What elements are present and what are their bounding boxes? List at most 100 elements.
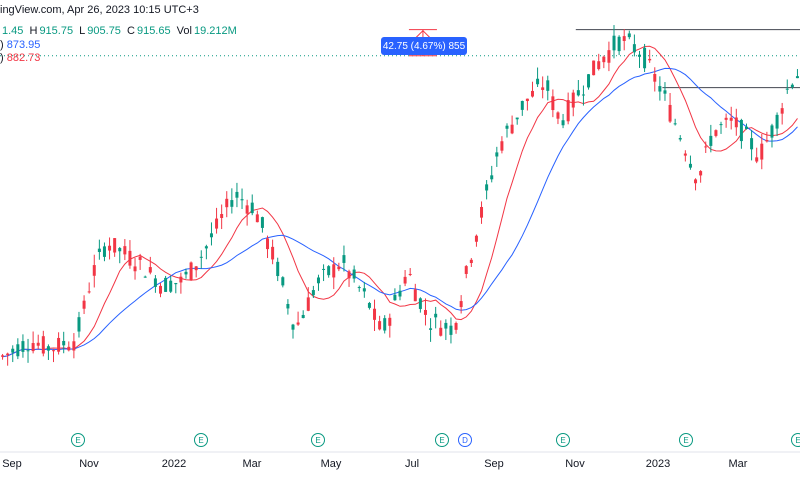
candle: [592, 60, 596, 76]
candle: [694, 178, 698, 191]
candle: [378, 315, 382, 331]
candle: [362, 281, 366, 298]
candle-body: [495, 152, 499, 157]
candle-body: [602, 56, 606, 63]
candle-body: [82, 300, 86, 309]
x-tick-label: 2022: [162, 458, 186, 470]
candle-body: [337, 266, 341, 270]
candle: [520, 100, 524, 116]
candle: [643, 43, 647, 73]
candle-body: [31, 343, 35, 352]
x-tick-label: Nov: [565, 458, 585, 470]
close-label: C: [127, 25, 135, 37]
candle-body: [704, 146, 708, 148]
time-axis: Sep Nov 2022 Mar May Jul Sep Nov 2023 Mar: [2, 458, 748, 470]
candle-body: [439, 327, 443, 336]
candle-body: [235, 191, 239, 198]
x-tick-label: Sep: [484, 458, 504, 470]
candle-body: [128, 250, 132, 266]
candle: [97, 239, 101, 260]
candle: [663, 82, 667, 101]
candle: [775, 112, 779, 137]
candle: [454, 321, 458, 334]
earnings-marker[interactable]: E: [791, 433, 800, 447]
candle: [164, 275, 168, 292]
candle: [688, 155, 692, 170]
candle-body: [530, 90, 534, 97]
candle: [118, 246, 122, 264]
ma-blue-readout[interactable]: ) 873.95: [0, 39, 40, 51]
candle-body: [597, 61, 601, 70]
candle-body: [760, 143, 764, 160]
x-tick-label: Sep: [2, 458, 22, 470]
earnings-marker[interactable]: E: [71, 433, 85, 447]
candle: [551, 89, 555, 118]
candle: [102, 242, 106, 262]
candle-body: [352, 269, 356, 279]
candle: [46, 344, 50, 360]
dividend-marker[interactable]: D: [458, 433, 472, 447]
candle-body: [429, 328, 433, 330]
candle-body: [434, 313, 438, 318]
candle: [474, 234, 478, 247]
high-label: H: [29, 25, 38, 37]
candle-body: [423, 309, 427, 315]
candle-body: [464, 266, 468, 274]
earnings-marker[interactable]: E: [556, 433, 570, 447]
candle: [169, 275, 173, 294]
candle-body: [688, 163, 692, 168]
candle: [765, 131, 769, 143]
ma-red-readout[interactable]: ) 882.73: [0, 52, 40, 64]
measure-label[interactable]: 42.75 (4.67%) 855: [381, 37, 467, 55]
candle: [153, 275, 157, 293]
candle-body: [785, 88, 789, 90]
candle-body: [729, 117, 733, 121]
candle: [276, 257, 280, 282]
candle-body: [347, 271, 351, 279]
low-value: 905.75: [87, 25, 121, 37]
candle-body: [576, 90, 580, 96]
horizontal-lines: [0, 29, 800, 89]
candle: [1, 353, 5, 360]
ma-blue-line: [2, 67, 798, 358]
candle-body: [311, 290, 315, 296]
candle-body: [245, 205, 249, 214]
candle-body: [612, 35, 616, 51]
candle-body: [327, 266, 331, 276]
candle: [311, 285, 315, 299]
candle: [413, 283, 417, 302]
event-label: E: [439, 436, 444, 445]
candle: [16, 338, 20, 360]
candle: [464, 265, 468, 279]
candle: [6, 352, 10, 366]
candle-body: [719, 124, 723, 126]
candle: [316, 274, 320, 291]
earnings-marker[interactable]: E: [194, 433, 208, 447]
candle: [541, 76, 545, 99]
earnings-marker[interactable]: E: [679, 433, 693, 447]
candle: [322, 264, 326, 282]
candle-body: [230, 200, 234, 207]
candle: [215, 207, 219, 234]
candle-body: [581, 94, 585, 96]
event-circle: [458, 433, 472, 447]
candle-body: [500, 141, 504, 151]
candle: [260, 216, 264, 233]
ma-red-line: [2, 45, 798, 358]
candle: [41, 330, 45, 357]
candle: [373, 299, 377, 332]
candle-body: [250, 202, 254, 214]
candle-body: [398, 290, 402, 297]
candle-body: [714, 130, 718, 136]
candle: [337, 262, 341, 272]
event-circle: [71, 433, 85, 447]
candle: [138, 253, 142, 270]
candle-body: [775, 114, 779, 129]
earnings-marker[interactable]: E: [435, 433, 449, 447]
low-label: L: [79, 25, 86, 37]
x-tick-label: Mar: [243, 458, 262, 470]
earnings-marker[interactable]: E: [311, 433, 325, 447]
candle: [576, 80, 580, 97]
candle: [67, 341, 71, 352]
